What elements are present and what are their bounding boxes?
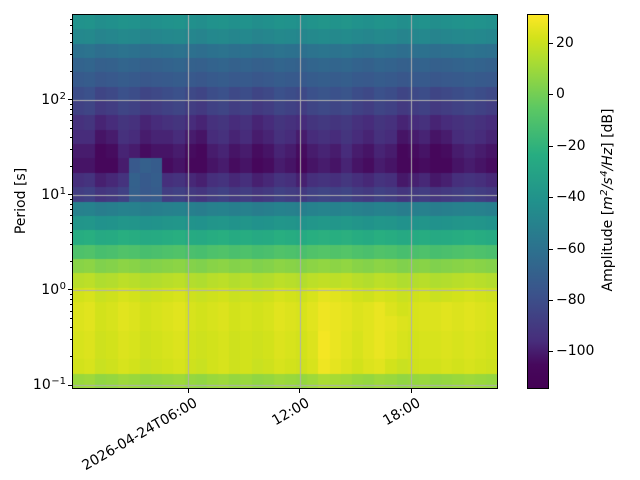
- y-axis-minor-tick: [70, 18, 72, 20]
- x-axis-tick-label: 18:00: [380, 395, 424, 430]
- y-axis-minor-tick: [70, 222, 72, 224]
- colorbar-tick-label: −20: [556, 137, 586, 154]
- y-tick-exponent: 1: [59, 185, 66, 197]
- plot-area-border: [72, 14, 498, 389]
- y-axis-minor-tick: [70, 25, 72, 27]
- y-axis-minor-tick: [70, 137, 72, 139]
- y-axis-minor-tick: [70, 293, 72, 295]
- colorbar-gradient: [528, 15, 548, 388]
- y-axis-minor-tick: [70, 339, 72, 341]
- y-axis-minor-tick: [70, 244, 72, 246]
- y-axis-minor-tick: [70, 310, 72, 312]
- y-axis-minor-tick: [70, 260, 72, 262]
- x-axis-tick: [187, 389, 189, 393]
- y-tick-mantissa: 10: [41, 91, 60, 108]
- y-tick-mantissa: 10: [41, 186, 60, 203]
- y-axis-minor-tick: [70, 304, 72, 306]
- y-axis-minor-tick: [70, 32, 72, 34]
- colorbar-tick-label: 20: [556, 34, 574, 51]
- y-axis-minor-tick: [70, 215, 72, 217]
- y-axis-minor-tick: [70, 42, 72, 44]
- colorbar: [527, 14, 549, 389]
- y-axis-tick: [68, 99, 72, 101]
- colorbar-label-part: /Hz: [600, 147, 616, 171]
- y-axis-minor-tick: [70, 355, 72, 357]
- y-tick-exponent: 2: [59, 90, 66, 102]
- y-axis-minor-tick: [70, 327, 72, 329]
- y-axis-minor-tick: [70, 70, 72, 72]
- y-axis-minor-tick: [70, 120, 72, 122]
- y-axis-tick: [68, 384, 72, 386]
- colorbar-tick-label: −80: [556, 292, 586, 309]
- y-axis-minor-tick: [70, 232, 72, 234]
- colorbar-tick: [549, 197, 553, 199]
- y-axis-tick-label: 101: [41, 186, 66, 206]
- y-axis-minor-tick: [70, 114, 72, 116]
- colorbar-tick: [549, 145, 553, 147]
- y-axis-minor-tick: [70, 209, 72, 211]
- y-axis-tick-label: 100: [41, 281, 66, 301]
- colorbar-tick-label: 0: [556, 86, 565, 103]
- colorbar-tick: [549, 248, 553, 250]
- y-tick-exponent: −1: [51, 376, 66, 387]
- colorbar-label-part: /s: [600, 177, 616, 190]
- y-axis-tick: [68, 194, 72, 196]
- y-axis-minor-tick: [70, 127, 72, 129]
- y-axis-minor-tick: [70, 53, 72, 55]
- y-axis-minor-tick: [70, 198, 72, 200]
- y-axis-minor-tick: [70, 103, 72, 105]
- colorbar-tick: [549, 94, 553, 96]
- y-axis-minor-tick: [70, 149, 72, 150]
- colorbar-tick-label: −100: [556, 343, 595, 360]
- colorbar-tick-label: −40: [556, 189, 586, 206]
- colorbar-label-part: ] [dB]: [600, 108, 616, 148]
- y-axis-minor-tick: [70, 203, 72, 205]
- y-axis-minor-tick: [70, 108, 72, 110]
- heatmap-canvas: [73, 15, 497, 388]
- x-axis-tick: [299, 389, 301, 393]
- y-axis-minor-tick: [70, 318, 72, 320]
- x-axis-tick-label: 2026-04-24T06:00: [79, 395, 201, 474]
- colorbar-label-part: Amplitude [: [600, 209, 616, 292]
- y-tick-mantissa: 10: [41, 281, 60, 298]
- y-axis-minor-tick: [70, 165, 72, 167]
- colorbar-label: Amplitude [m2/s4/Hz] [dB]: [599, 108, 616, 292]
- y-axis-label: Period [s]: [13, 167, 29, 235]
- colorbar-label-part: 4: [599, 170, 610, 177]
- colorbar-tick: [549, 300, 553, 302]
- y-axis-tick-label: 10−1: [33, 376, 66, 396]
- colorbar-tick: [549, 351, 553, 353]
- y-tick-exponent: 0: [59, 280, 66, 292]
- colorbar-tick-label: −60: [556, 240, 586, 257]
- colorbar-label-part: 2: [599, 189, 610, 196]
- x-axis-tick-label: 12:00: [268, 395, 312, 430]
- colorbar-tick: [549, 42, 553, 44]
- x-axis-tick: [410, 389, 412, 393]
- colorbar-label-part: m: [600, 196, 616, 210]
- y-axis-minor-tick: [70, 298, 72, 300]
- y-axis-tick-label: 102: [41, 91, 66, 111]
- y-axis-tick: [68, 289, 72, 291]
- y-tick-mantissa: 10: [32, 377, 51, 393]
